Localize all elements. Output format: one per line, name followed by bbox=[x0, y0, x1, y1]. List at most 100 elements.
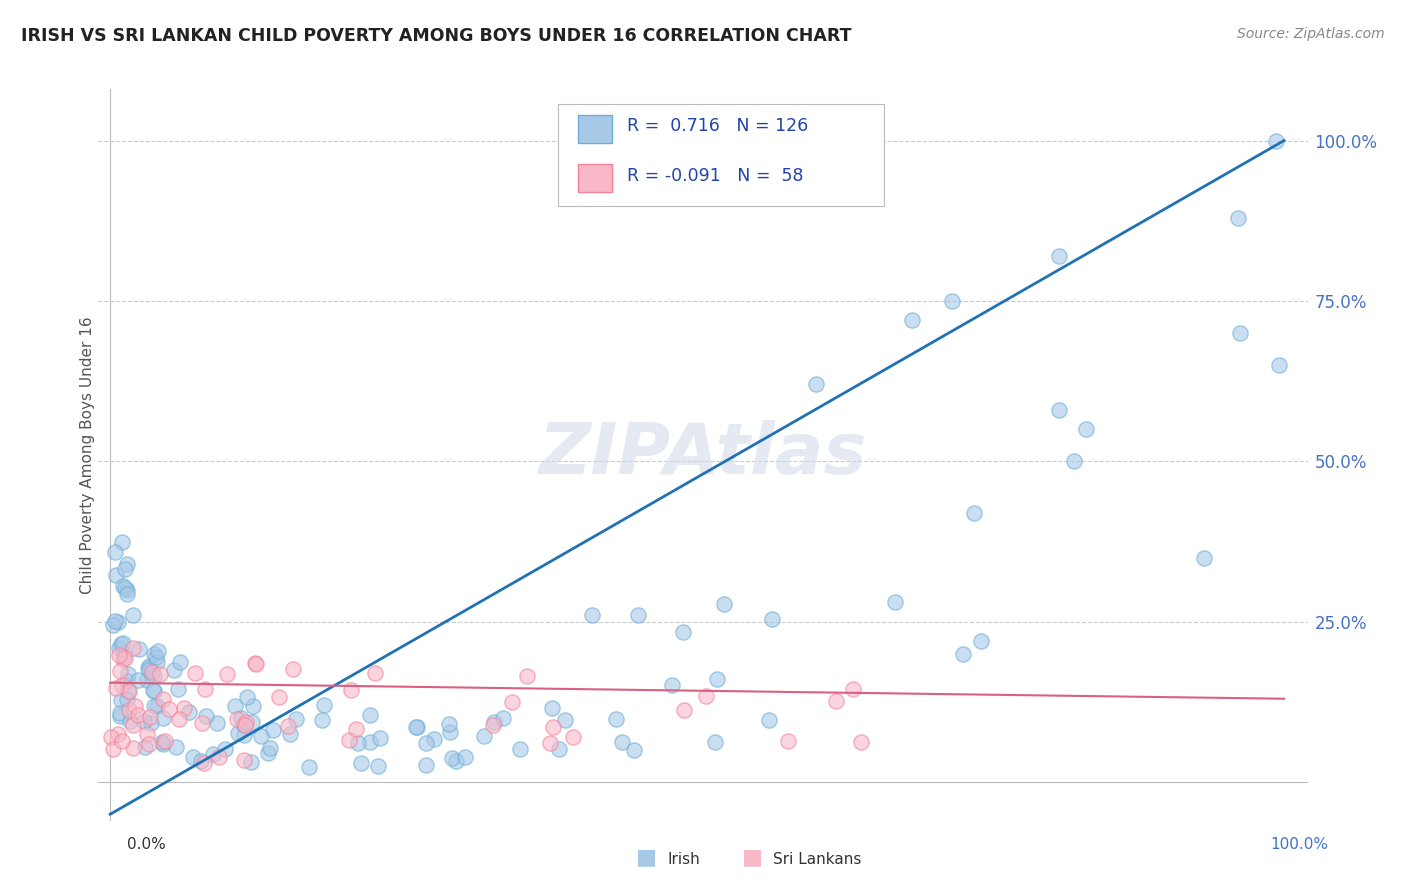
Point bbox=[704, 735, 727, 749]
Point bbox=[661, 678, 683, 692]
Point bbox=[110, 637, 132, 651]
Point bbox=[183, 750, 205, 764]
Point bbox=[541, 701, 564, 715]
Point bbox=[117, 666, 139, 681]
Point bbox=[1063, 454, 1085, 468]
Point bbox=[127, 707, 149, 722]
Point bbox=[245, 657, 267, 672]
Point bbox=[145, 650, 167, 665]
Point bbox=[538, 736, 561, 750]
Point bbox=[112, 579, 135, 593]
Point bbox=[444, 755, 467, 769]
Point bbox=[1047, 249, 1070, 263]
Point bbox=[952, 647, 974, 661]
Point bbox=[367, 759, 389, 773]
Point bbox=[115, 557, 138, 571]
Point bbox=[195, 708, 218, 723]
Point bbox=[226, 726, 249, 740]
Point bbox=[283, 662, 305, 676]
Point bbox=[152, 692, 174, 706]
Point bbox=[605, 712, 627, 726]
Point bbox=[134, 740, 156, 755]
Point bbox=[232, 753, 254, 767]
Point bbox=[359, 735, 381, 749]
Point bbox=[101, 618, 124, 632]
Point bbox=[406, 720, 429, 734]
Point bbox=[359, 708, 381, 723]
Text: R = -0.091   N =  58: R = -0.091 N = 58 bbox=[627, 167, 803, 185]
Point bbox=[169, 655, 191, 669]
Point bbox=[142, 669, 165, 683]
Point bbox=[492, 711, 515, 725]
Point bbox=[108, 648, 131, 662]
Point bbox=[225, 712, 247, 726]
Point bbox=[1265, 134, 1288, 148]
Y-axis label: Child Poverty Among Boys Under 16: Child Poverty Among Boys Under 16 bbox=[80, 316, 94, 594]
Point bbox=[548, 742, 571, 756]
Point bbox=[344, 723, 367, 737]
Point bbox=[163, 663, 186, 677]
Point bbox=[1227, 211, 1250, 225]
Point bbox=[127, 673, 149, 687]
Point bbox=[112, 648, 135, 662]
Point bbox=[970, 634, 993, 648]
Point bbox=[122, 640, 145, 655]
Point bbox=[201, 747, 224, 762]
Point bbox=[173, 701, 195, 715]
Point bbox=[111, 534, 134, 549]
Text: Sri Lankans: Sri Lankans bbox=[773, 852, 862, 867]
Point bbox=[105, 568, 128, 582]
Point bbox=[108, 641, 131, 656]
Point bbox=[117, 691, 139, 706]
Point bbox=[107, 615, 129, 630]
Point bbox=[108, 708, 131, 723]
Point bbox=[849, 735, 872, 749]
Point bbox=[104, 545, 127, 559]
Point bbox=[110, 693, 132, 707]
Point bbox=[118, 703, 141, 717]
Point bbox=[136, 661, 159, 675]
Point bbox=[695, 689, 717, 703]
Point bbox=[240, 756, 263, 770]
Point bbox=[122, 741, 145, 756]
Point bbox=[152, 737, 174, 751]
Point bbox=[257, 746, 280, 760]
Point bbox=[117, 587, 139, 601]
Text: R =  0.716   N = 126: R = 0.716 N = 126 bbox=[627, 117, 808, 135]
Point bbox=[117, 583, 139, 598]
Point bbox=[364, 665, 387, 680]
Point bbox=[368, 731, 391, 746]
Point bbox=[235, 718, 257, 732]
Text: ■: ■ bbox=[637, 847, 657, 867]
Point bbox=[437, 717, 460, 731]
Point bbox=[1229, 326, 1251, 340]
Point bbox=[277, 719, 299, 733]
Point bbox=[713, 597, 735, 611]
Point bbox=[623, 743, 645, 757]
Text: 0.0%: 0.0% bbox=[127, 837, 166, 852]
Point bbox=[103, 742, 125, 756]
Point bbox=[142, 683, 165, 698]
Point bbox=[242, 698, 264, 713]
Point bbox=[146, 698, 169, 713]
Point bbox=[825, 694, 848, 708]
Point bbox=[136, 727, 159, 741]
Point bbox=[581, 608, 603, 623]
Point bbox=[778, 734, 800, 748]
Point bbox=[472, 729, 495, 743]
Point bbox=[337, 732, 360, 747]
Point bbox=[235, 715, 257, 730]
Text: Irish: Irish bbox=[668, 852, 700, 867]
Point bbox=[285, 712, 308, 726]
Point bbox=[841, 682, 863, 697]
Point bbox=[208, 750, 231, 764]
Point bbox=[169, 712, 191, 726]
Point bbox=[128, 642, 150, 657]
Point bbox=[191, 715, 214, 730]
Point bbox=[672, 625, 695, 640]
Point bbox=[962, 506, 984, 520]
Point bbox=[118, 684, 141, 698]
Point bbox=[561, 730, 583, 744]
Point bbox=[115, 674, 138, 689]
Text: ZIPAtlas: ZIPAtlas bbox=[538, 420, 868, 490]
